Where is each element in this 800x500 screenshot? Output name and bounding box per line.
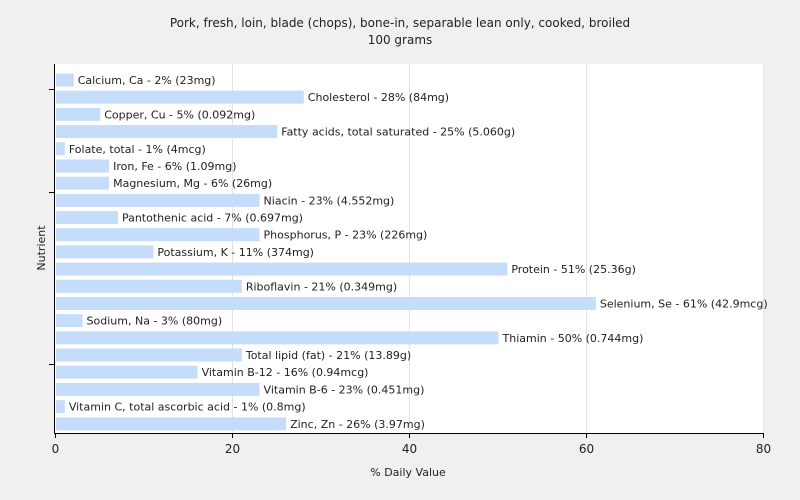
bar bbox=[56, 228, 260, 242]
bar bbox=[56, 159, 110, 173]
bar bbox=[56, 125, 278, 139]
bar-label: Vitamin B-6 - 23% (0.451mg) bbox=[264, 383, 425, 396]
bar bbox=[56, 417, 287, 431]
bar bbox=[56, 90, 304, 104]
bar-label: Selenium, Se - 61% (42.9mcg) bbox=[600, 297, 768, 310]
bar bbox=[56, 279, 242, 293]
bar bbox=[56, 262, 508, 276]
bar-label: Magnesium, Mg - 6% (26mg) bbox=[113, 177, 272, 190]
bar-label: Cholesterol - 28% (84mg) bbox=[308, 91, 449, 104]
bar-label: Calcium, Ca - 2% (23mg) bbox=[78, 74, 216, 87]
bar-label: Copper, Cu - 5% (0.092mg) bbox=[104, 108, 255, 121]
bar-label: Thiamin - 50% (0.744mg) bbox=[502, 332, 644, 345]
x-tick-label: 0 bbox=[52, 442, 60, 456]
bar bbox=[56, 314, 83, 328]
chart-title: Pork, fresh, loin, blade (chops), bone-i… bbox=[170, 16, 630, 30]
bar-label: Pantothenic acid - 7% (0.697mg) bbox=[122, 212, 303, 225]
bar bbox=[56, 296, 596, 310]
bar bbox=[56, 245, 154, 259]
bar bbox=[56, 348, 242, 362]
x-tick-label: 40 bbox=[402, 442, 417, 456]
bar-layer: Calcium, Ca - 2% (23mg) Cholesterol - 28%… bbox=[56, 73, 768, 431]
x-tick-label: 60 bbox=[579, 442, 594, 456]
bar-label: Protein - 51% (25.36g) bbox=[511, 263, 636, 276]
bar-label: Riboflavin - 21% (0.349mg) bbox=[246, 280, 397, 293]
bar-label: Zinc, Zn - 26% (3.97mg) bbox=[290, 418, 425, 431]
bar-label: Iron, Fe - 6% (1.09mg) bbox=[113, 160, 236, 173]
bar-label: Vitamin B-12 - 16% (0.94mcg) bbox=[202, 366, 369, 379]
tick-layer: 0 20 40 60 80 bbox=[49, 89, 771, 456]
bar-label: Niacin - 23% (4.552mg) bbox=[264, 194, 395, 207]
y-axis-title: Nutrient bbox=[35, 225, 48, 271]
axis-layer bbox=[54, 64, 763, 434]
bar bbox=[56, 142, 65, 156]
x-axis-title: % Daily Value bbox=[370, 466, 446, 479]
bar bbox=[56, 193, 260, 207]
bar bbox=[56, 107, 101, 121]
bar bbox=[56, 176, 110, 190]
bar bbox=[56, 365, 198, 379]
bar-label: Folate, total - 1% (4mcg) bbox=[69, 143, 206, 156]
chart-subtitle: 100 grams bbox=[368, 33, 433, 47]
bar bbox=[56, 331, 499, 345]
bar bbox=[56, 400, 65, 414]
bar bbox=[56, 73, 74, 87]
bar-label: Fatty acids, total saturated - 25% (5.06… bbox=[281, 126, 515, 139]
bar-label: Sodium, Na - 3% (80mg) bbox=[87, 315, 223, 328]
bar-label: Total lipid (fat) - 21% (13.89g) bbox=[245, 349, 411, 362]
x-tick-label: 80 bbox=[756, 442, 771, 456]
bar-label: Phosphorus, P - 23% (226mg) bbox=[264, 229, 428, 242]
bar-label: Potassium, K - 11% (374mg) bbox=[157, 246, 314, 259]
x-tick-label: 20 bbox=[225, 442, 240, 456]
bar bbox=[56, 382, 260, 396]
bar bbox=[56, 211, 118, 225]
bar-label: Vitamin C, total ascorbic acid - 1% (0.8… bbox=[69, 401, 306, 414]
